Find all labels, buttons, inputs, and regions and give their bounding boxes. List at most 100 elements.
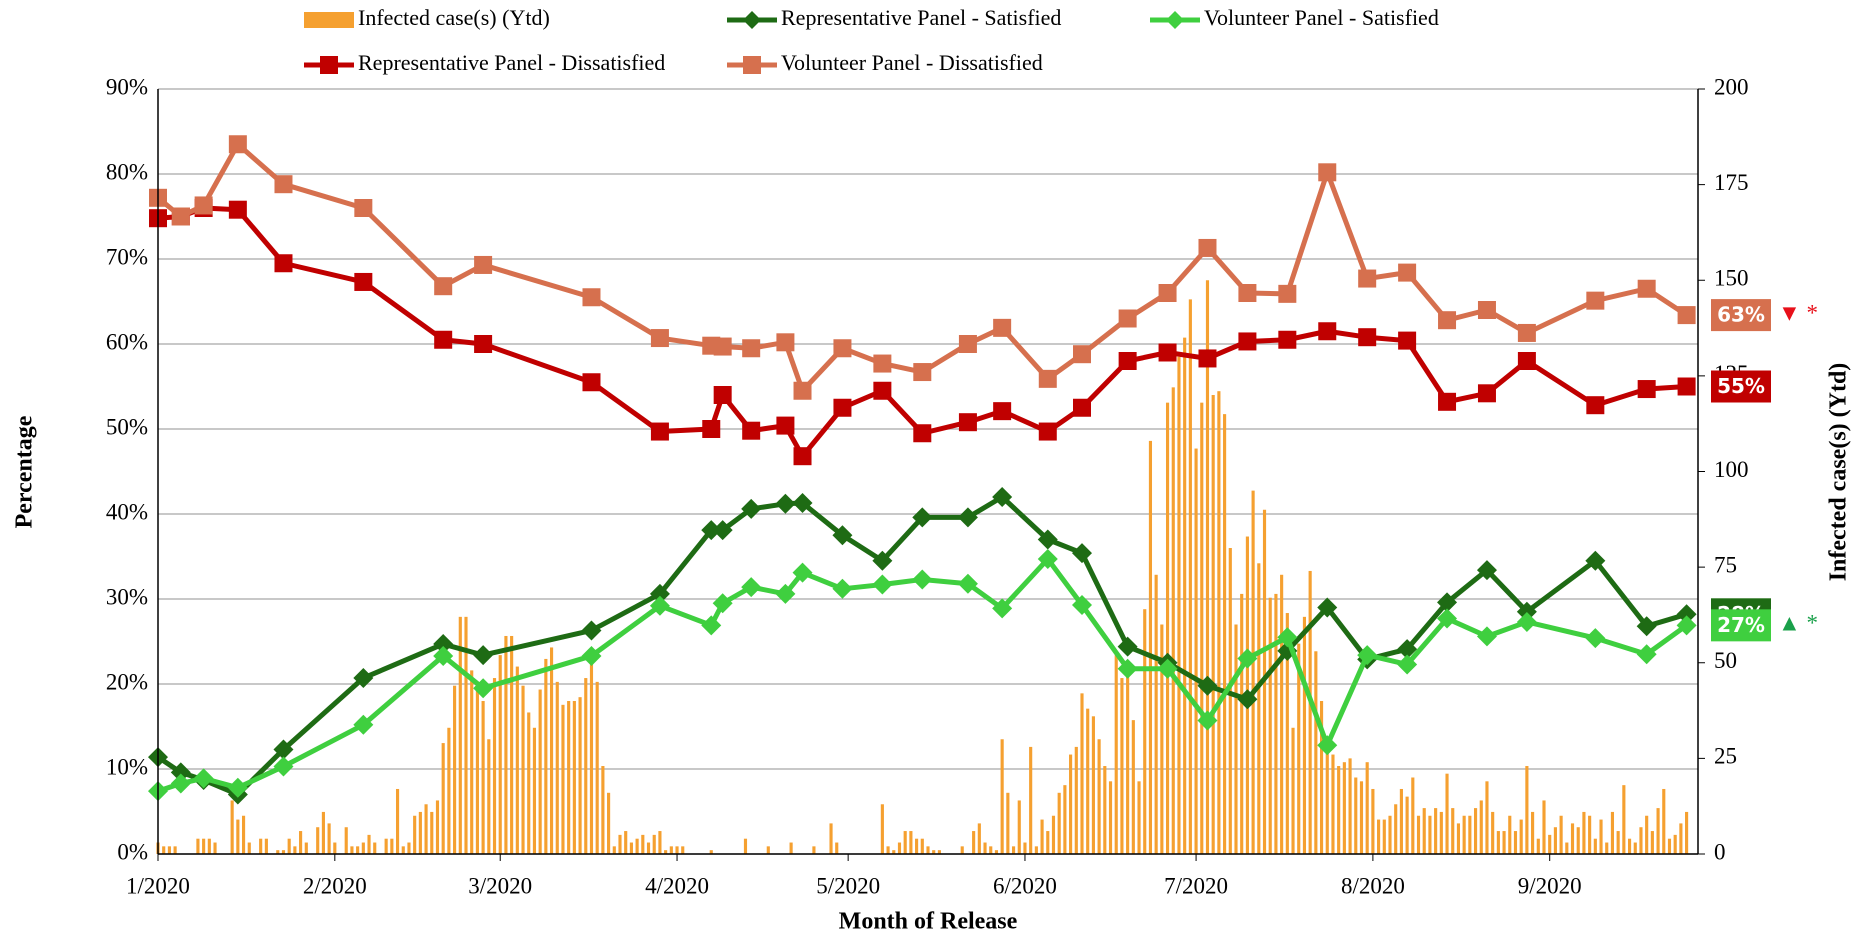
marker	[582, 288, 601, 307]
bar	[1656, 808, 1660, 854]
bar	[1337, 766, 1341, 854]
marker	[957, 573, 978, 594]
bar	[1211, 395, 1215, 854]
bar	[994, 850, 999, 854]
bar	[276, 850, 280, 854]
bar	[510, 635, 514, 854]
marker	[1197, 710, 1218, 731]
marker	[776, 416, 795, 435]
end-label: 55%	[1717, 374, 1765, 398]
bar	[1491, 811, 1495, 854]
bar	[629, 842, 633, 854]
bar	[1388, 815, 1392, 854]
bar	[1280, 574, 1284, 854]
bar	[401, 846, 405, 854]
marker	[872, 574, 893, 595]
bar	[1599, 819, 1603, 854]
marker	[1438, 311, 1457, 330]
bar	[1285, 613, 1289, 854]
bar	[989, 846, 993, 854]
bar	[652, 834, 656, 854]
y-tick-label: 80%	[106, 159, 148, 184]
legend-label: Infected case(s) (Ytd)	[358, 5, 550, 30]
bar	[1502, 831, 1506, 854]
end-label: 63%	[1717, 303, 1765, 327]
bar	[1194, 448, 1198, 854]
bar	[1616, 831, 1620, 854]
marker	[1477, 384, 1496, 403]
bar	[646, 842, 651, 854]
bar	[1183, 337, 1187, 854]
bar	[555, 681, 559, 854]
bar	[1473, 808, 1478, 854]
bar	[972, 831, 976, 854]
bar	[1565, 842, 1569, 854]
bar	[1645, 815, 1649, 854]
line	[157, 205, 1687, 459]
marker	[1677, 306, 1696, 325]
bar	[1456, 823, 1461, 854]
marker	[833, 339, 852, 358]
marker	[1198, 349, 1217, 368]
bar	[1108, 781, 1113, 854]
bar	[892, 850, 896, 854]
bar	[464, 616, 468, 854]
marker	[712, 520, 733, 541]
marker	[1238, 332, 1257, 351]
marker	[912, 569, 933, 590]
marker	[712, 593, 733, 614]
y2-tick-label: 175	[1714, 170, 1749, 195]
bar	[595, 681, 599, 854]
bar	[926, 846, 930, 854]
bar	[567, 701, 571, 854]
marker	[227, 777, 248, 798]
bar	[669, 846, 673, 854]
bar	[1622, 785, 1626, 854]
bar	[1428, 815, 1432, 854]
bar	[1080, 693, 1084, 854]
bar	[430, 811, 434, 854]
y-tick-label: 50%	[106, 414, 148, 439]
bar	[1188, 299, 1192, 854]
bar	[259, 838, 263, 854]
bar	[1029, 746, 1033, 854]
marker	[1398, 263, 1417, 282]
bar	[1399, 788, 1403, 854]
bar	[886, 846, 890, 854]
bar	[601, 766, 605, 854]
marker	[873, 381, 892, 400]
marker	[1158, 343, 1177, 362]
bar	[1422, 808, 1426, 854]
legend-marker	[743, 11, 761, 29]
marker	[474, 255, 493, 274]
legend-label: Representative Panel - Satisfied	[781, 5, 1061, 30]
y2-tick-label: 150	[1714, 266, 1749, 291]
bar	[1570, 823, 1575, 854]
marker	[701, 520, 722, 541]
bar	[1114, 655, 1118, 854]
bar	[1137, 781, 1141, 854]
bar	[880, 804, 884, 854]
bar	[1251, 490, 1255, 854]
bar	[492, 678, 497, 854]
bar	[607, 792, 611, 854]
bar	[390, 838, 394, 854]
bar	[515, 666, 519, 854]
bar	[447, 727, 451, 854]
marker	[1516, 611, 1537, 632]
end-label-box	[1711, 299, 1771, 332]
bar	[1650, 831, 1654, 854]
marker	[649, 595, 670, 616]
bar	[578, 697, 582, 854]
bar	[1365, 762, 1369, 854]
bar	[230, 800, 234, 854]
marker	[713, 337, 732, 356]
bar	[789, 842, 793, 854]
bar	[983, 842, 987, 854]
bar	[458, 616, 462, 854]
bar	[1633, 842, 1637, 854]
bar	[1679, 823, 1683, 854]
bar	[395, 788, 400, 854]
bar	[1148, 440, 1153, 854]
marker	[1397, 654, 1418, 675]
